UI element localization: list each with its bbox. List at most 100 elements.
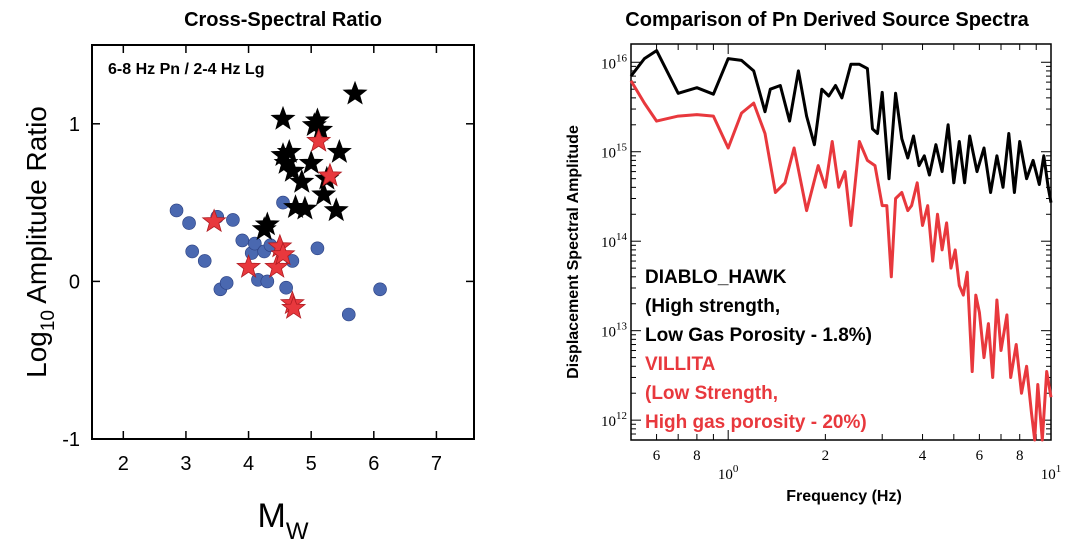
spectra-x-tick-label: 100 [718, 463, 739, 483]
spectra-y-tick-exp: 13 [616, 321, 628, 333]
spectra-x-tick-label: 8 [1016, 448, 1024, 464]
spectra-y-tick-label: 1012 [601, 410, 627, 430]
scatter-point-circle [169, 203, 184, 218]
scatter-chart: Cross-Spectral Ratio 6-8 Hz Pn / 2-4 Hz … [21, 9, 475, 544]
scatter-point-red-star [281, 295, 307, 319]
spectra-legend-line: (High strength, [645, 296, 780, 317]
spectra-y-tick-base: 10 [601, 325, 616, 341]
scatter-y-label-post: Amplitude Ratio [21, 106, 52, 310]
scatter-x-ticks: 2 3 4 5 6 7 [118, 45, 442, 475]
scatter-point-circle [260, 274, 275, 289]
scatter-point-circle [373, 282, 387, 297]
spectra-x-tick-base: 10 [1041, 467, 1056, 483]
scatter-x-label: MW [258, 497, 309, 544]
spectra-lines [629, 49, 1053, 442]
scatter-y-ticks: -1 0 1 [62, 114, 474, 451]
scatter-x-label-base: M [258, 497, 286, 535]
spectra-y-tick-label: 1016 [601, 52, 628, 72]
scatter-point-black-star [276, 139, 302, 163]
scatter-point-circle [341, 307, 356, 322]
scatter-x-tick-label: 5 [306, 453, 317, 475]
scatter-point-black-star [292, 195, 318, 220]
scatter-point-circle [197, 254, 212, 268]
scatter-point-circle [226, 213, 240, 227]
spectra-y-tick-label: 1014 [601, 231, 628, 251]
scatter-y-tick-label: 1 [69, 114, 80, 136]
spectra-legend-line: Low Gas Porosity - 1.8%) [645, 325, 872, 346]
spectra-line-black [629, 49, 1053, 203]
scatter-x-tick-label: 4 [243, 453, 254, 475]
spectra-legend-text: DIABLO_HAWK (High strength, Low Gas Porosi… [645, 267, 872, 433]
scatter-point-circle [185, 244, 199, 259]
scatter-point-black-star [311, 181, 337, 206]
scatter-point-circle [248, 236, 262, 251]
scatter-point-circle [310, 241, 325, 256]
scatter-plot-frame [91, 44, 475, 440]
scatter-point-circle [235, 233, 250, 248]
scatter-point-black-star [270, 105, 296, 130]
spectra-x-tick-exp: 1 [1056, 463, 1062, 475]
spectra-title: Comparison of Pn Derived Source Spectra [625, 9, 1029, 31]
scatter-x-tick-label: 6 [368, 453, 379, 475]
spectra-x-tick-exp: 0 [733, 463, 739, 475]
scatter-x-tick-label: 7 [431, 453, 442, 475]
scatter-point-red-star [201, 208, 227, 233]
scatter-x-tick-label: 3 [180, 453, 191, 475]
scatter-y-label-pre: Log [21, 331, 52, 378]
scatter-point-black-star [323, 197, 349, 222]
scatter-point-black-star [279, 157, 305, 182]
scatter-point-circle [182, 216, 196, 230]
scatter-point-black-star [326, 139, 352, 163]
scatter-point-black-star [298, 150, 324, 174]
spectra-line-red [629, 80, 1053, 442]
spectra-y-tick-exp: 15 [616, 142, 628, 154]
spectra-y-tick-base: 10 [601, 235, 616, 251]
scatter-point-red-star [317, 162, 343, 187]
spectra-y-tick-label: 1015 [601, 142, 628, 162]
spectra-x-label: Frequency (Hz) [786, 488, 902, 505]
scatter-point-red-star [306, 127, 332, 152]
spectra-y-label: Displacement Spectral Amplitude [565, 125, 582, 379]
scatter-point-circle [276, 195, 290, 210]
spectra-y-tick-base: 10 [601, 56, 616, 72]
spectra-y-tick-base: 10 [601, 146, 616, 162]
scatter-x-label-sub: W [286, 518, 309, 544]
scatter-y-tick-label: -1 [62, 429, 80, 451]
scatter-x-tick-label: 2 [118, 453, 129, 475]
scatter-point-red-star [264, 254, 290, 278]
spectra-legend-line: High gas porosity - 20%) [645, 412, 867, 433]
spectra-x-tick-label: 8 [693, 448, 701, 464]
spectra-x-tick-label: 6 [653, 448, 661, 464]
scatter-point-red-star [270, 241, 296, 266]
scatter-y-tick-label: 0 [69, 271, 80, 293]
scatter-point-red-star [236, 254, 262, 278]
scatter-y-label: Log10 Amplitude Ratio [21, 106, 59, 378]
spectra-x-tick-label: 4 [919, 448, 927, 464]
spectra-legend-line: DIABLO_HAWK [645, 267, 787, 288]
scatter-title: Cross-Spectral Ratio [184, 9, 382, 31]
spectra-x-tick-label: 101 [1041, 463, 1062, 483]
spectra-y-tick-label: 1013 [601, 321, 628, 341]
spectra-chart: Comparison of Pn Derived Source Spectra … [565, 9, 1061, 505]
spectra-y-tick-exp: 14 [616, 231, 628, 243]
scatter-y-label-sub: 10 [38, 310, 59, 331]
spectra-plot-frame [630, 43, 1052, 441]
spectra-y-tick-base: 10 [601, 414, 616, 430]
spectra-x-tick-base: 10 [718, 467, 733, 483]
scatter-point-circle [219, 276, 234, 290]
scatter-points [169, 80, 387, 322]
spectra-legend-line: VILLITA [645, 354, 716, 375]
spectra-y-tick-exp: 16 [616, 52, 628, 64]
spectra-legend-line: (Low Strength, [645, 383, 778, 404]
spectra-x-tick-label: 6 [976, 448, 984, 464]
spectra-x-tick-label: 2 [822, 448, 830, 464]
scatter-annotation: 6-8 Hz Pn / 2-4 Hz Lg [108, 61, 264, 78]
scatter-point-black-star [254, 211, 280, 236]
spectra-y-tick-exp: 12 [616, 410, 627, 422]
scatter-point-circle [279, 280, 293, 295]
scatter-point-black-star [289, 168, 315, 193]
scatter-point-black-star [342, 80, 368, 105]
